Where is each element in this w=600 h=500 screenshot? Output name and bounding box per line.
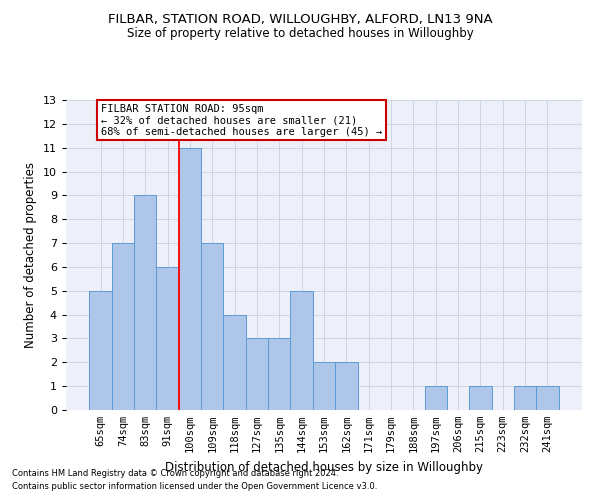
Bar bbox=[536, 386, 559, 410]
Text: Size of property relative to detached houses in Willoughby: Size of property relative to detached ho… bbox=[127, 28, 473, 40]
Bar bbox=[335, 362, 358, 410]
Bar bbox=[268, 338, 290, 410]
Bar bbox=[112, 243, 134, 410]
Bar bbox=[134, 196, 157, 410]
Bar bbox=[425, 386, 447, 410]
Text: FILBAR STATION ROAD: 95sqm
← 32% of detached houses are smaller (21)
68% of semi: FILBAR STATION ROAD: 95sqm ← 32% of deta… bbox=[101, 104, 382, 137]
Bar bbox=[223, 314, 246, 410]
Text: FILBAR, STATION ROAD, WILLOUGHBY, ALFORD, LN13 9NA: FILBAR, STATION ROAD, WILLOUGHBY, ALFORD… bbox=[107, 12, 493, 26]
Bar bbox=[514, 386, 536, 410]
Text: Contains HM Land Registry data © Crown copyright and database right 2024.: Contains HM Land Registry data © Crown c… bbox=[12, 468, 338, 477]
X-axis label: Distribution of detached houses by size in Willoughby: Distribution of detached houses by size … bbox=[165, 460, 483, 473]
Text: Contains public sector information licensed under the Open Government Licence v3: Contains public sector information licen… bbox=[12, 482, 377, 491]
Bar bbox=[157, 267, 179, 410]
Bar bbox=[246, 338, 268, 410]
Bar bbox=[290, 291, 313, 410]
Bar bbox=[89, 291, 112, 410]
Bar bbox=[179, 148, 201, 410]
Y-axis label: Number of detached properties: Number of detached properties bbox=[24, 162, 37, 348]
Bar bbox=[201, 243, 223, 410]
Bar bbox=[313, 362, 335, 410]
Bar bbox=[469, 386, 491, 410]
